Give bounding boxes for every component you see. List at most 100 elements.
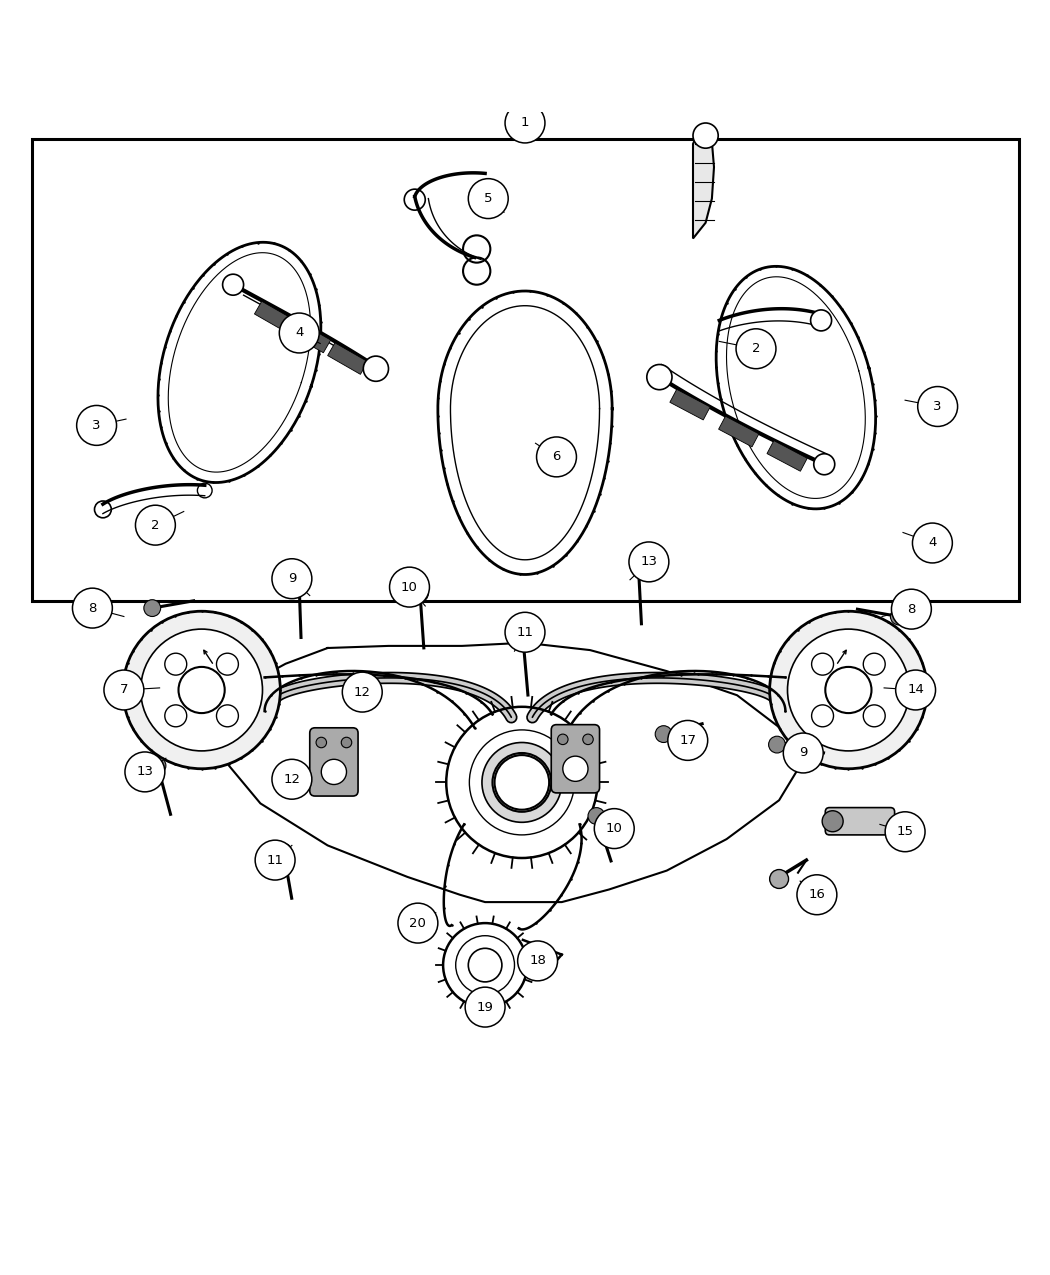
- Circle shape: [468, 179, 508, 218]
- Circle shape: [216, 653, 238, 676]
- Circle shape: [514, 629, 531, 646]
- Text: 7: 7: [120, 683, 128, 696]
- Circle shape: [279, 314, 319, 353]
- Circle shape: [341, 737, 352, 747]
- Circle shape: [918, 386, 958, 426]
- Circle shape: [655, 725, 672, 742]
- Text: 11: 11: [517, 626, 533, 639]
- Circle shape: [216, 705, 238, 727]
- Circle shape: [518, 941, 558, 980]
- Circle shape: [629, 542, 669, 581]
- Text: 20: 20: [410, 917, 426, 929]
- Circle shape: [165, 653, 187, 676]
- Circle shape: [814, 454, 835, 474]
- Text: 3: 3: [933, 400, 942, 413]
- Text: 18: 18: [529, 955, 546, 968]
- Text: 10: 10: [606, 822, 623, 835]
- Text: 10: 10: [401, 580, 418, 594]
- Bar: [328, 343, 368, 375]
- Text: 12: 12: [284, 773, 300, 785]
- Bar: [718, 416, 759, 446]
- Text: 13: 13: [640, 556, 657, 569]
- Circle shape: [412, 585, 428, 602]
- Circle shape: [505, 612, 545, 653]
- Circle shape: [505, 103, 545, 143]
- Circle shape: [316, 737, 327, 747]
- Circle shape: [588, 807, 605, 825]
- Text: 8: 8: [907, 603, 916, 616]
- FancyBboxPatch shape: [310, 728, 358, 796]
- Circle shape: [495, 755, 549, 810]
- FancyBboxPatch shape: [551, 724, 600, 793]
- Polygon shape: [693, 131, 714, 238]
- Circle shape: [812, 653, 834, 676]
- Circle shape: [890, 608, 907, 625]
- Circle shape: [135, 505, 175, 546]
- Circle shape: [72, 588, 112, 629]
- Circle shape: [863, 705, 885, 727]
- Circle shape: [125, 752, 165, 792]
- Circle shape: [668, 720, 708, 760]
- Circle shape: [77, 405, 117, 445]
- Circle shape: [783, 733, 823, 773]
- Circle shape: [144, 599, 161, 617]
- Circle shape: [647, 365, 672, 390]
- Circle shape: [769, 736, 785, 754]
- Circle shape: [736, 329, 776, 368]
- Circle shape: [398, 903, 438, 944]
- Circle shape: [272, 558, 312, 599]
- Circle shape: [149, 757, 166, 774]
- Text: 2: 2: [151, 519, 160, 532]
- Circle shape: [863, 653, 885, 676]
- Text: 5: 5: [484, 193, 492, 205]
- Text: 3: 3: [92, 419, 101, 432]
- Circle shape: [812, 705, 834, 727]
- Circle shape: [537, 437, 576, 477]
- Circle shape: [912, 523, 952, 564]
- Circle shape: [558, 734, 568, 745]
- Circle shape: [482, 742, 562, 822]
- Circle shape: [223, 274, 244, 296]
- Circle shape: [811, 310, 832, 332]
- Text: 9: 9: [799, 746, 807, 760]
- Circle shape: [885, 812, 925, 852]
- Circle shape: [583, 734, 593, 745]
- Text: 9: 9: [288, 572, 296, 585]
- Text: 2: 2: [752, 342, 760, 356]
- Circle shape: [788, 629, 909, 751]
- Circle shape: [141, 629, 262, 751]
- Text: 15: 15: [897, 825, 914, 838]
- Circle shape: [291, 579, 308, 595]
- Bar: [766, 441, 807, 472]
- Text: 6: 6: [552, 450, 561, 463]
- Circle shape: [822, 811, 843, 831]
- Text: 12: 12: [354, 686, 371, 699]
- Bar: [291, 321, 331, 353]
- Text: 13: 13: [136, 765, 153, 779]
- Text: 8: 8: [88, 602, 97, 615]
- Circle shape: [468, 949, 502, 982]
- FancyArrowPatch shape: [838, 650, 846, 663]
- Circle shape: [630, 557, 647, 575]
- Circle shape: [896, 671, 936, 710]
- Text: 14: 14: [907, 683, 924, 696]
- Text: 17: 17: [679, 734, 696, 747]
- Circle shape: [342, 672, 382, 711]
- Circle shape: [321, 760, 347, 784]
- Circle shape: [770, 611, 927, 769]
- Circle shape: [390, 567, 429, 607]
- FancyArrowPatch shape: [204, 650, 212, 663]
- Text: 1: 1: [521, 116, 529, 130]
- Circle shape: [275, 843, 292, 861]
- Circle shape: [123, 611, 280, 769]
- Text: 4: 4: [928, 537, 937, 550]
- Text: 11: 11: [267, 853, 284, 867]
- Circle shape: [891, 589, 931, 629]
- Circle shape: [363, 356, 388, 381]
- Bar: [32, 139, 1018, 601]
- Bar: [254, 301, 295, 333]
- Circle shape: [272, 760, 312, 799]
- Bar: [670, 389, 710, 419]
- Circle shape: [465, 987, 505, 1028]
- Circle shape: [594, 808, 634, 849]
